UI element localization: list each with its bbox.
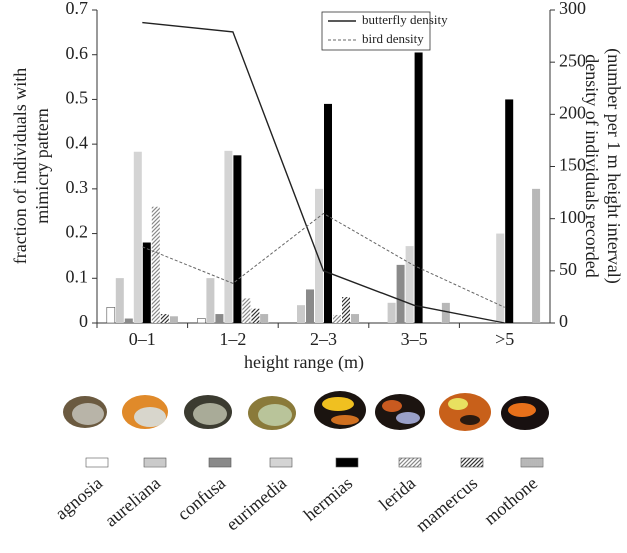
legend-label: hermias: [300, 473, 357, 525]
bar: [142, 242, 151, 323]
line-legend: butterfly density bird density: [321, 11, 448, 51]
bar: [224, 150, 233, 323]
legend-label: mothone: [480, 473, 541, 529]
legend-box: [321, 11, 431, 51]
x-tick-label: >5: [495, 329, 514, 349]
bar: [242, 298, 251, 323]
bar: [387, 302, 396, 323]
x-axis-title: height range (m): [244, 352, 364, 373]
legend-label: mamercus: [412, 473, 482, 536]
legend-swatch: [335, 457, 359, 468]
bar: [396, 264, 405, 323]
bar: [441, 302, 450, 323]
bar: [124, 318, 133, 323]
bar: [333, 314, 341, 323]
bar: [260, 314, 269, 323]
bar: [342, 297, 350, 323]
legend-label: confusa: [173, 473, 229, 524]
bar: [233, 155, 242, 323]
bar: [306, 289, 314, 323]
bar: [324, 103, 332, 324]
y-tick-label: 0: [79, 311, 88, 331]
y-tick-label: 0.7: [66, 0, 89, 18]
bar: [405, 246, 414, 323]
y2-tick-label: 150: [559, 155, 586, 175]
legend-swatch: [269, 457, 293, 468]
y2-tick-label: 250: [559, 50, 586, 70]
y-tick-label: 0.1: [66, 266, 89, 286]
x-tick-label: 0–1: [129, 329, 156, 349]
bar: [206, 278, 215, 323]
y2-tick-label: 300: [559, 0, 586, 18]
legend-swatch: [460, 457, 484, 468]
y2-tick-label: 0: [559, 311, 568, 331]
legend-label: agnosia: [51, 473, 106, 524]
bar: [532, 188, 541, 323]
x-tick-label: 3–5: [401, 329, 428, 349]
legend-swatch: [398, 457, 422, 468]
legend-swatch: [85, 457, 109, 468]
bar: [505, 99, 514, 323]
y-tick-label: 0.2: [66, 222, 89, 242]
legend-label: bird density: [362, 31, 424, 46]
y2-axis-title: density of individuals recorded: [582, 54, 602, 277]
y-tick-label: 0.4: [66, 132, 89, 152]
bar: [197, 318, 206, 324]
bar: [106, 307, 116, 324]
legend-swatch: [143, 457, 167, 468]
legend-swatch: [208, 457, 232, 468]
y2-tick-label: 100: [559, 207, 586, 227]
y-tick-label: 0.6: [66, 43, 89, 63]
legend-label: butterfly density: [362, 12, 448, 27]
legend-swatch: [520, 457, 544, 468]
bar: [160, 314, 169, 323]
x-tick-label: 1–2: [219, 329, 246, 349]
bar: [115, 278, 124, 323]
bar: [496, 233, 505, 323]
bar: [315, 188, 323, 323]
y2-tick-label: 200: [559, 102, 586, 122]
legend-label: aureliana: [101, 473, 164, 531]
bar: [297, 305, 305, 323]
y-axis-title: mimicry pattern: [32, 108, 52, 223]
bar: [351, 314, 359, 323]
bar: [251, 308, 260, 323]
legend-label: eurimedia: [222, 473, 290, 535]
bar: [414, 52, 423, 323]
y-tick-label: 0.5: [66, 88, 89, 108]
bar: [133, 151, 142, 323]
bar: [215, 314, 224, 323]
bar: [169, 316, 178, 323]
y-axis-title: fraction of individuals with: [10, 68, 30, 264]
x-tick-label: 2–3: [310, 329, 337, 349]
y2-tick-label: 50: [559, 259, 577, 279]
y2-axis-title: (number per 1 m height interval): [603, 48, 624, 283]
bar: [151, 206, 160, 323]
density-line: [142, 212, 505, 308]
y-tick-label: 0.3: [66, 177, 89, 197]
legend-label: lerida: [375, 473, 419, 515]
butterfly-images: [63, 391, 549, 431]
density-line: [142, 21, 505, 324]
